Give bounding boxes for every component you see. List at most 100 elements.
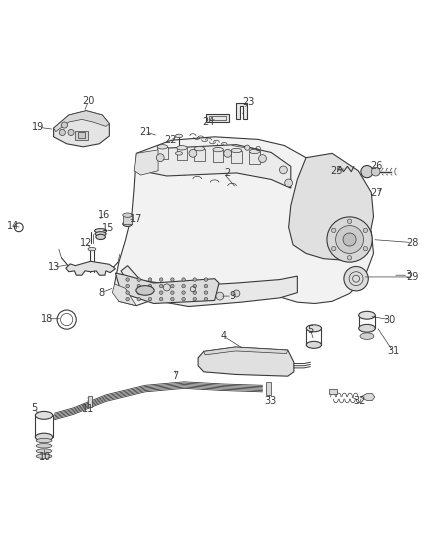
Ellipse shape [95, 232, 106, 236]
Text: 30: 30 [384, 314, 396, 325]
Polygon shape [116, 273, 219, 303]
Circle shape [182, 297, 185, 301]
Bar [177, 148, 187, 160]
Circle shape [148, 278, 152, 281]
Circle shape [137, 291, 141, 294]
Ellipse shape [306, 325, 321, 332]
Circle shape [193, 297, 197, 301]
Text: 25: 25 [330, 166, 343, 176]
Ellipse shape [306, 341, 321, 349]
Text: 31: 31 [387, 346, 399, 357]
Ellipse shape [95, 229, 107, 233]
Circle shape [347, 256, 352, 260]
Text: 32: 32 [353, 395, 365, 406]
Text: 20: 20 [82, 96, 95, 106]
Bar [123, 215, 132, 224]
Bar [266, 382, 271, 395]
Text: 5: 5 [307, 325, 314, 335]
Circle shape [332, 228, 336, 232]
Circle shape [216, 292, 224, 300]
Circle shape [193, 291, 197, 294]
Circle shape [148, 291, 152, 294]
Ellipse shape [96, 235, 106, 239]
Text: 4: 4 [220, 331, 226, 341]
Circle shape [361, 166, 373, 177]
Circle shape [204, 297, 208, 301]
Text: 15: 15 [102, 223, 114, 233]
Bar [78, 133, 85, 138]
Ellipse shape [176, 134, 183, 138]
Ellipse shape [250, 149, 260, 154]
Circle shape [68, 130, 74, 135]
Bar [74, 131, 88, 140]
Circle shape [137, 297, 141, 301]
Circle shape [171, 291, 174, 294]
Circle shape [171, 297, 174, 301]
Circle shape [148, 297, 152, 301]
Circle shape [193, 278, 197, 281]
Ellipse shape [136, 286, 154, 295]
Ellipse shape [176, 151, 183, 155]
Ellipse shape [88, 247, 96, 251]
Circle shape [327, 217, 372, 262]
Polygon shape [237, 103, 247, 118]
Ellipse shape [231, 148, 242, 152]
Text: 33: 33 [264, 395, 276, 406]
Polygon shape [113, 284, 136, 305]
Circle shape [204, 278, 208, 281]
Text: 16: 16 [98, 210, 110, 220]
Circle shape [233, 290, 240, 297]
Polygon shape [145, 144, 291, 188]
Circle shape [126, 284, 129, 288]
Circle shape [156, 154, 164, 161]
Ellipse shape [36, 449, 52, 453]
Ellipse shape [157, 144, 168, 149]
Ellipse shape [194, 147, 205, 151]
Polygon shape [134, 150, 158, 175]
Text: 28: 28 [406, 238, 418, 247]
Text: 14: 14 [7, 221, 20, 231]
Circle shape [171, 284, 174, 288]
Circle shape [193, 284, 197, 288]
Circle shape [126, 291, 129, 294]
Text: 18: 18 [41, 314, 53, 324]
Bar [208, 116, 226, 120]
Circle shape [332, 246, 336, 251]
Circle shape [159, 284, 163, 288]
Polygon shape [121, 265, 297, 306]
Circle shape [159, 297, 163, 301]
Text: 5: 5 [31, 403, 37, 413]
Circle shape [159, 291, 163, 294]
Bar [157, 147, 168, 159]
Bar [328, 389, 336, 393]
Text: 2: 2 [225, 168, 231, 178]
Circle shape [204, 284, 208, 288]
Polygon shape [66, 261, 116, 275]
Ellipse shape [360, 333, 374, 340]
Polygon shape [204, 347, 288, 355]
Circle shape [137, 284, 141, 288]
Circle shape [148, 284, 152, 288]
Circle shape [285, 179, 293, 187]
Text: 23: 23 [242, 97, 255, 107]
Ellipse shape [36, 443, 52, 448]
Text: 8: 8 [99, 288, 105, 297]
Polygon shape [53, 111, 110, 132]
Text: 21: 21 [139, 126, 151, 136]
Bar [231, 150, 242, 163]
Polygon shape [360, 393, 375, 400]
Circle shape [347, 219, 352, 223]
Ellipse shape [213, 148, 223, 152]
Circle shape [126, 278, 129, 281]
Polygon shape [53, 111, 110, 147]
Text: 26: 26 [371, 161, 383, 172]
Ellipse shape [36, 454, 52, 458]
Circle shape [344, 266, 368, 291]
Circle shape [182, 278, 185, 281]
Circle shape [126, 297, 129, 301]
Circle shape [171, 278, 174, 281]
Circle shape [343, 233, 356, 246]
Bar [206, 114, 229, 122]
Ellipse shape [35, 433, 53, 441]
Text: 12: 12 [80, 238, 92, 247]
